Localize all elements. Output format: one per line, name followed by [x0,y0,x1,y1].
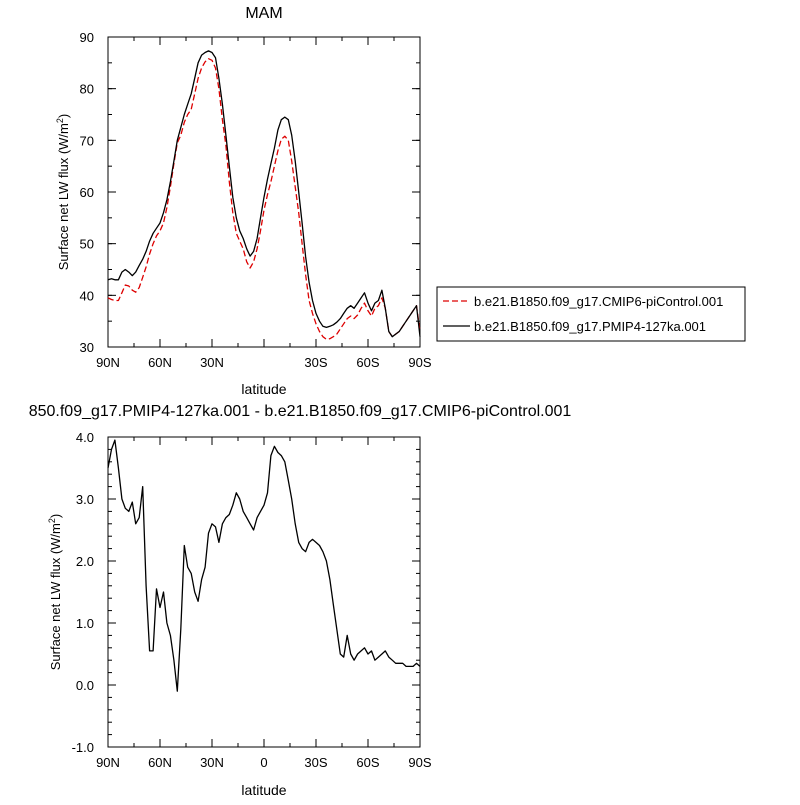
x-tick-label: 60S [356,355,379,370]
x-tick-label: 0 [260,755,267,770]
y-tick-label: 0.0 [76,678,94,693]
x-tick-label: 30N [200,355,224,370]
x-tick-label: 60S [356,755,379,770]
legend-label-picontrol: b.e21.B1850.f09_g17.CMIP6-piControl.001 [474,294,723,309]
y-tick-label: 70 [80,133,94,148]
y-tick-label: 2.0 [76,554,94,569]
top-x-axis-label: latitude [241,381,286,397]
y-tick-label: 3.0 [76,492,94,507]
x-tick-label: 60N [148,755,172,770]
legend: b.e21.B1850.f09_g17.CMIP6-piControl.001 … [437,287,745,341]
y-tick-label: 40 [80,288,94,303]
y-tick-label: 1.0 [76,616,94,631]
bottom-y-axis-label: Surface net LW flux (W/m2) [47,514,63,671]
x-tick-label: 90N [96,755,120,770]
x-tick-label: 90N [96,355,120,370]
y-tick-label: 80 [80,82,94,97]
y-tick-label: 60 [80,185,94,200]
x-tick-label: 30S [304,755,327,770]
y-tick-label: 90 [80,30,94,45]
x-tick-label: 90S [408,755,431,770]
top-chart-title: MAM [245,5,282,22]
y-tick-label: -1.0 [72,740,94,755]
x-tick-label: 60N [148,355,172,370]
x-tick-label: 30N [200,755,224,770]
x-tick-label: 90S [408,355,431,370]
top-y-axis-label: Surface net LW flux (W/m2) [55,114,71,271]
y-tick-label: 4.0 [76,430,94,445]
bottom-chart-title: 850.f09_g17.PMIP4-127ka.001 - b.e21.B185… [29,403,572,420]
bottom-x-axis-label: latitude [241,782,286,798]
legend-label-127ka: b.e21.B1850.f09_g17.PMIP4-127ka.001 [474,319,706,334]
x-tick-label: 30S [304,355,327,370]
y-tick-label: 30 [80,340,94,355]
y-tick-label: 50 [80,237,94,252]
